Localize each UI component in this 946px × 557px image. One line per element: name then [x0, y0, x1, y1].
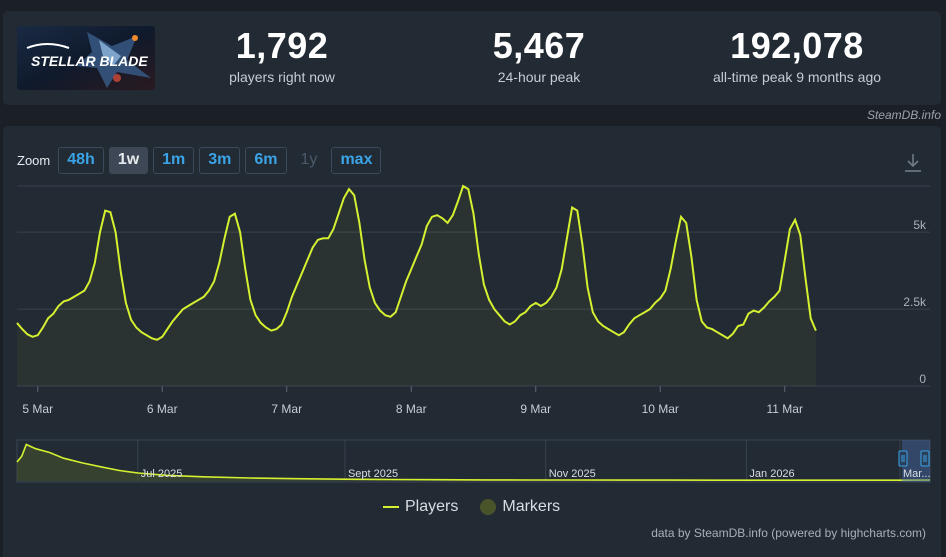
navigator-label: Mar...: [903, 468, 931, 480]
navigator-left-handle[interactable]: [898, 450, 908, 467]
stats-bar: STELLAR BLADE 1,792 players right now 5,…: [3, 11, 941, 105]
grid-lines: [17, 185, 930, 387]
x-tick-label: 10 Mar: [642, 402, 679, 416]
daily-peak-value: 5,467: [492, 25, 586, 66]
current-players-stat: 1,792 players right now: [206, 25, 358, 86]
navigator-label: Sept 2025: [348, 468, 398, 480]
game-logo[interactable]: STELLAR BLADE: [17, 26, 155, 90]
navigator-label: Nov 2025: [549, 468, 596, 480]
all-time-peak-label: all-time peak 9 months ago: [712, 69, 882, 85]
zoom-3m-button[interactable]: 3m: [199, 146, 241, 174]
chart-legend: Players Markers: [383, 498, 582, 516]
y-tick-label: 0: [919, 372, 926, 386]
navigator-right-handle[interactable]: [920, 450, 930, 467]
players-area: [17, 186, 816, 386]
legend-players-label: Players: [405, 498, 459, 515]
zoom-controls: Zoom 48h 1w 1m 3m 6m 1y max: [17, 146, 386, 174]
y-axis-ticks: 0 2.5k 5k: [903, 218, 927, 386]
legend-players[interactable]: Players: [383, 498, 458, 516]
zoom-1w-button[interactable]: 1w: [108, 146, 149, 174]
footer-credit[interactable]: data by SteamDB.info (powered by highcha…: [651, 526, 926, 540]
download-icon[interactable]: [903, 152, 923, 174]
daily-peak-stat: 5,467 24-hour peak: [463, 25, 615, 86]
zoom-1y-button: 1y: [291, 146, 327, 174]
current-players-label: players right now: [229, 69, 335, 85]
zoom-1m-button[interactable]: 1m: [153, 146, 195, 174]
x-tick-label: 8 Mar: [396, 402, 427, 416]
players-line[interactable]: [16, 184, 817, 341]
y-tick-label: 2.5k: [903, 295, 927, 309]
navigator-line: [16, 443, 931, 481]
zoom-label: Zoom: [17, 152, 51, 168]
players-chart[interactable]: 0 2.5k 5k 5 Mar 6 Mar 7 Mar 8 Mar 9 Mar 10 Mar 1…: [3, 176, 941, 476]
daily-peak-label: 24-hour peak: [497, 69, 581, 85]
zoom-6m-button[interactable]: 6m: [245, 146, 287, 174]
all-time-peak-value: 192,078: [730, 25, 864, 66]
logo-wordmark: STELLAR BLADE: [31, 53, 148, 69]
navigator-label: Jul 2025: [141, 468, 183, 480]
steamdb-credit[interactable]: SteamDB.info: [866, 108, 941, 122]
x-tick-label: 6 Mar: [147, 402, 178, 416]
zoom-48h-button[interactable]: 48h: [58, 146, 104, 174]
x-axis-ticks: 5 Mar 6 Mar 7 Mar 8 Mar 9 Mar 10 Mar 11 Mar: [22, 386, 803, 416]
zoom-max-button[interactable]: max: [331, 146, 382, 174]
legend-markers-swatch: [480, 499, 497, 515]
x-tick-label: 5 Mar: [22, 402, 53, 416]
chart-panel: Zoom 48h 1w 1m 3m 6m 1y max 0 2.5k 5k 5 Ma…: [3, 126, 941, 557]
all-time-peak-stat: 192,078 all-time peak 9 months ago: [687, 25, 907, 86]
x-tick-label: 11 Mar: [767, 402, 803, 416]
navigator-area: [17, 444, 930, 481]
navigator-labels: Jul 2025 Sept 2025 Nov 2025 Jan 2026 Mar...: [141, 468, 931, 480]
legend-markers[interactable]: Markers: [480, 498, 560, 516]
x-tick-label: 9 Mar: [520, 402, 551, 416]
legend-markers-label: Markers: [502, 498, 561, 515]
navigator-label: Jan 2026: [749, 468, 794, 480]
navigator-chart[interactable]: Jul 2025 Sept 2025 Nov 2025 Jan 2026 Mar...: [3, 431, 941, 491]
y-tick-label: 5k: [913, 218, 927, 232]
current-players-value: 1,792: [235, 25, 329, 66]
legend-players-swatch: [383, 506, 399, 508]
x-tick-label: 7 Mar: [271, 402, 302, 416]
